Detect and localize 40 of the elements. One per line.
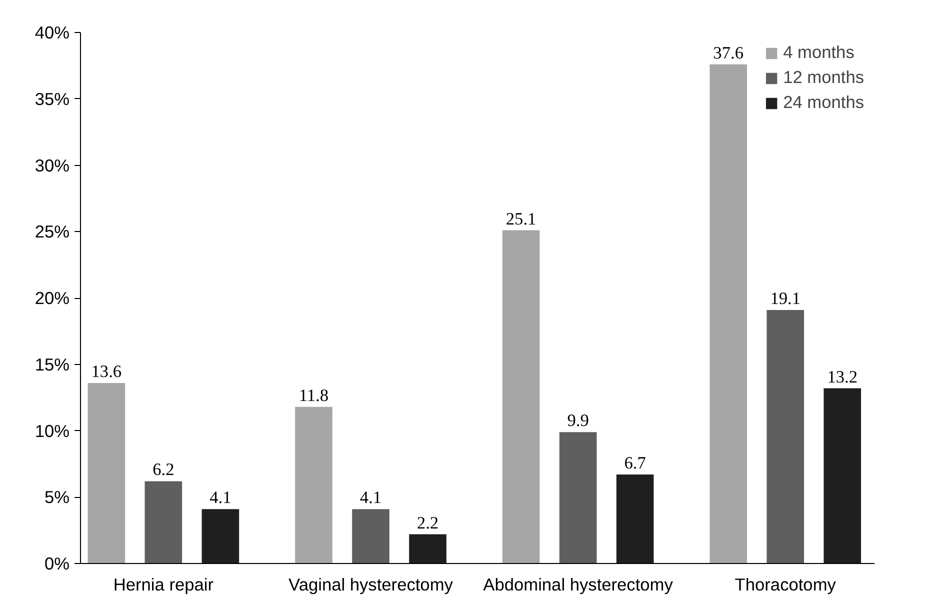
bar	[202, 509, 240, 564]
x-tick-label: Abdominal hysterectomy	[483, 574, 674, 594]
bar	[766, 310, 804, 564]
y-tick-label: 25%	[34, 222, 70, 242]
data-label: 6.7	[624, 454, 646, 473]
data-label: 37.6	[713, 43, 744, 62]
y-tick-label: 15%	[34, 354, 70, 374]
y-tick-label: 40%	[34, 22, 70, 42]
y-tick-label: 0%	[44, 554, 70, 574]
y-tick-label: 30%	[34, 155, 70, 176]
y-tick-label: 35%	[34, 88, 70, 109]
data-label: 19.1	[770, 288, 801, 308]
legend-label: 4 months	[783, 42, 854, 63]
bar	[824, 388, 862, 564]
y-tick-label: 20%	[34, 288, 70, 308]
bar	[559, 432, 597, 564]
data-label: 11.8	[298, 386, 329, 405]
y-tick-label: 10%	[34, 420, 70, 441]
data-label: 4.1	[360, 488, 382, 508]
legend-label: 12 months	[783, 67, 864, 88]
bar	[88, 382, 126, 564]
x-tick-label: Thoracotomy	[734, 574, 836, 594]
y-tick-label: 5%	[44, 487, 70, 508]
bar	[295, 406, 332, 564]
data-label: 4.1	[210, 488, 232, 508]
data-label: 13.6	[91, 362, 122, 381]
bar	[616, 474, 654, 564]
bar	[352, 509, 390, 564]
bar	[144, 481, 182, 564]
x-tick-label: Hernia repair	[113, 574, 214, 594]
data-label: 2.2	[416, 513, 439, 532]
bar	[502, 230, 540, 564]
x-tick-label: Vaginal hysterectomy	[288, 574, 454, 594]
data-label: 6.2	[152, 460, 174, 480]
data-label: 9.9	[567, 411, 589, 430]
bar	[710, 64, 748, 564]
bar	[409, 534, 446, 564]
data-label: 13.2	[827, 367, 858, 386]
legend-label: 24 months	[783, 92, 864, 113]
data-label: 25.1	[506, 209, 536, 228]
